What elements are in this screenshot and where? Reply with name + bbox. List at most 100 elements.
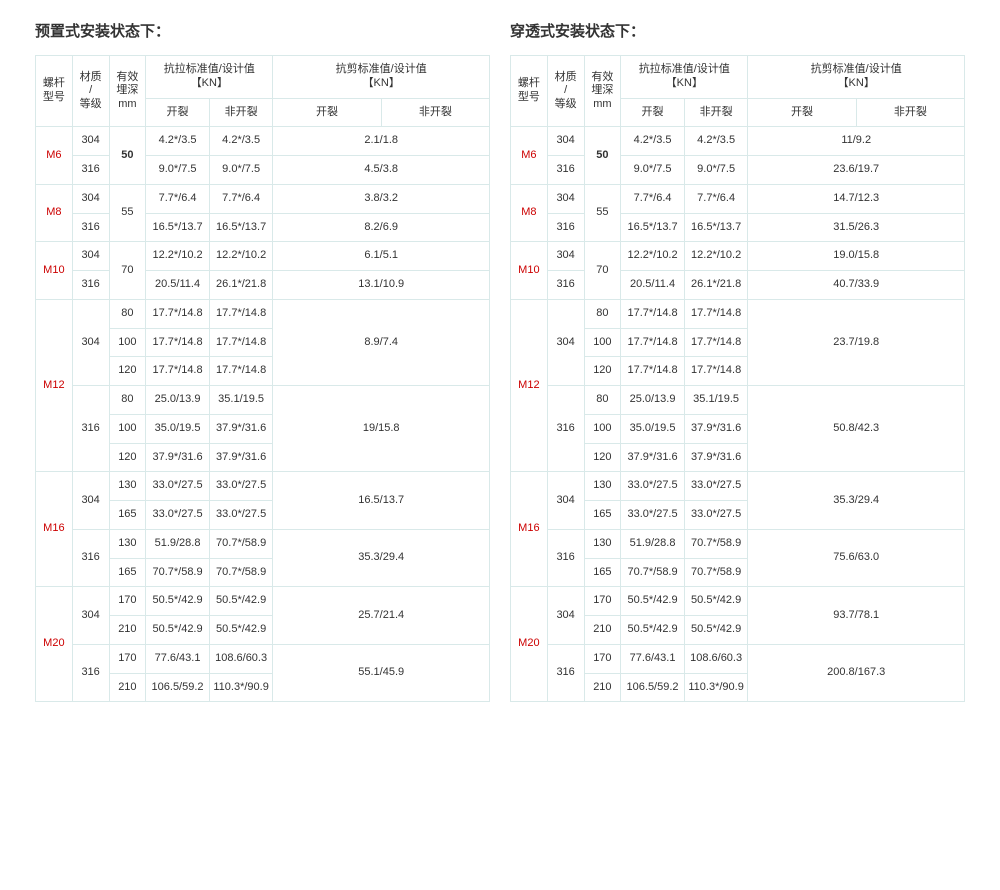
cell-shear: 23.7/19.8 (748, 300, 964, 385)
cell-material: 304 (73, 587, 109, 644)
cell-material: 304 (73, 127, 109, 155)
cell-tensile-nocrack: 37.9*/31.6 (685, 415, 748, 443)
cell-material: 316 (548, 156, 584, 184)
cell-tensile-nocrack: 17.7*/14.8 (210, 329, 273, 357)
cell-tensile-crack: 106.5/59.2 (621, 674, 684, 702)
cell-depth: 80 (110, 386, 146, 414)
cell-tensile-nocrack: 108.6/60.3 (685, 645, 748, 673)
table-row: M123048017.7*/14.817.7*/14.88.9/7.4 (36, 300, 489, 328)
cell-tensile-crack: 106.5/59.2 (146, 674, 209, 702)
cell-tensile-nocrack: 70.7*/58.9 (685, 530, 748, 558)
cell-material: 304 (73, 300, 109, 385)
cell-tensile-crack: 16.5*/13.7 (621, 214, 684, 242)
cell-tensile-nocrack: 70.7*/58.9 (685, 559, 748, 587)
th-shear-nocrack: 非开裂 (857, 99, 964, 127)
cell-material: 316 (548, 214, 584, 242)
cell-tensile-nocrack: 17.7*/14.8 (210, 357, 273, 385)
table-row: M6304504.2*/3.54.2*/3.52.1/1.8 (36, 127, 489, 155)
table-row: 3169.0*/7.59.0*/7.54.5/3.8 (36, 156, 489, 184)
cell-shear: 75.6/63.0 (748, 530, 964, 587)
cell-depth: 55 (585, 185, 621, 242)
cell-tensile-nocrack: 16.5*/13.7 (210, 214, 273, 242)
cell-shear: 31.5/26.3 (748, 214, 964, 242)
table-row: M8304557.7*/6.47.7*/6.43.8/3.2 (36, 185, 489, 213)
cell-tensile-crack: 17.7*/14.8 (621, 357, 684, 385)
cell-tensile-nocrack: 50.5*/42.9 (210, 587, 273, 615)
cell-tensile-nocrack: 70.7*/58.9 (210, 559, 273, 587)
th-shear-crack: 开裂 (748, 99, 855, 127)
cell-model: M12 (511, 300, 547, 472)
cell-tensile-crack: 50.5*/42.9 (146, 587, 209, 615)
cell-tensile-crack: 7.7*/6.4 (621, 185, 684, 213)
cell-depth: 50 (110, 127, 146, 184)
cell-tensile-nocrack: 108.6/60.3 (210, 645, 273, 673)
cell-shear: 40.7/33.9 (748, 271, 964, 299)
cell-depth: 70 (585, 242, 621, 299)
cell-depth: 130 (110, 530, 146, 558)
cell-tensile-crack: 7.7*/6.4 (146, 185, 209, 213)
cell-depth: 120 (110, 357, 146, 385)
cell-tensile-nocrack: 33.0*/27.5 (210, 472, 273, 500)
th-model: 螺杆型号 (511, 56, 547, 126)
cell-depth: 170 (110, 645, 146, 673)
table-row: M1630413033.0*/27.533.0*/27.516.5/13.7 (36, 472, 489, 500)
cell-material: 316 (73, 214, 109, 242)
cell-tensile-crack: 37.9*/31.6 (621, 444, 684, 472)
table-row: 31617077.6/43.1108.6/60.355.1/45.9 (36, 645, 489, 673)
cell-tensile-nocrack: 17.7*/14.8 (685, 357, 748, 385)
cell-tensile-crack: 17.7*/14.8 (146, 300, 209, 328)
th-depth: 有效埋深mm (585, 56, 621, 126)
th-shear: 抗剪标准值/设计值【KN】 (273, 56, 489, 98)
cell-shear: 2.1/1.8 (273, 127, 489, 155)
table-row: 31616.5*/13.716.5*/13.78.2/6.9 (36, 214, 489, 242)
cell-model: M20 (511, 587, 547, 701)
cell-tensile-crack: 50.5*/42.9 (621, 587, 684, 615)
cell-tensile-nocrack: 26.1*/21.8 (210, 271, 273, 299)
cell-tensile-crack: 33.0*/27.5 (621, 472, 684, 500)
cell-shear: 4.5/3.8 (273, 156, 489, 184)
cell-depth: 80 (585, 386, 621, 414)
cell-model: M8 (36, 185, 72, 242)
th-tensile-nocrack: 非开裂 (685, 99, 748, 127)
table-row: 31620.5/11.426.1*/21.840.7/33.9 (511, 271, 964, 299)
cell-shear: 50.8/42.3 (748, 386, 964, 471)
cell-tensile-crack: 16.5*/13.7 (146, 214, 209, 242)
cell-shear: 19.0/15.8 (748, 242, 964, 270)
cell-shear: 13.1/10.9 (273, 271, 489, 299)
cell-tensile-nocrack: 7.7*/6.4 (210, 185, 273, 213)
cell-shear: 8.9/7.4 (273, 300, 489, 385)
cell-tensile-crack: 50.5*/42.9 (146, 616, 209, 644)
cell-tensile-crack: 17.7*/14.8 (146, 329, 209, 357)
cell-shear: 16.5/13.7 (273, 472, 489, 529)
cell-model: M8 (511, 185, 547, 242)
cell-depth: 120 (585, 357, 621, 385)
th-model: 螺杆型号 (36, 56, 72, 126)
cell-tensile-nocrack: 50.5*/42.9 (685, 616, 748, 644)
cell-model: M10 (511, 242, 547, 299)
cell-material: 316 (73, 271, 109, 299)
cell-tensile-crack: 20.5/11.4 (621, 271, 684, 299)
cell-tensile-nocrack: 16.5*/13.7 (685, 214, 748, 242)
cell-material: 304 (548, 472, 584, 529)
cell-tensile-nocrack: 37.9*/31.6 (210, 415, 273, 443)
cell-tensile-nocrack: 70.7*/58.9 (210, 530, 273, 558)
cell-depth: 165 (585, 501, 621, 529)
cell-tensile-nocrack: 12.2*/10.2 (210, 242, 273, 270)
cell-shear: 3.8/3.2 (273, 185, 489, 213)
cell-depth: 130 (585, 530, 621, 558)
cell-material: 316 (73, 645, 109, 702)
cell-depth: 120 (110, 444, 146, 472)
cell-tensile-crack: 37.9*/31.6 (146, 444, 209, 472)
cell-tensile-crack: 17.7*/14.8 (621, 329, 684, 357)
table-row: 31613051.9/28.870.7*/58.975.6/63.0 (511, 530, 964, 558)
cell-tensile-nocrack: 26.1*/21.8 (685, 271, 748, 299)
cell-tensile-nocrack: 50.5*/42.9 (210, 616, 273, 644)
cell-model: M20 (36, 587, 72, 701)
cell-depth: 170 (110, 587, 146, 615)
cell-tensile-nocrack: 50.5*/42.9 (685, 587, 748, 615)
cell-tensile-crack: 9.0*/7.5 (621, 156, 684, 184)
cell-tensile-nocrack: 17.7*/14.8 (685, 300, 748, 328)
table-row: 31613051.9/28.870.7*/58.935.3/29.4 (36, 530, 489, 558)
table-row: M2030417050.5*/42.950.5*/42.993.7/78.1 (511, 587, 964, 615)
cell-tensile-crack: 4.2*/3.5 (146, 127, 209, 155)
